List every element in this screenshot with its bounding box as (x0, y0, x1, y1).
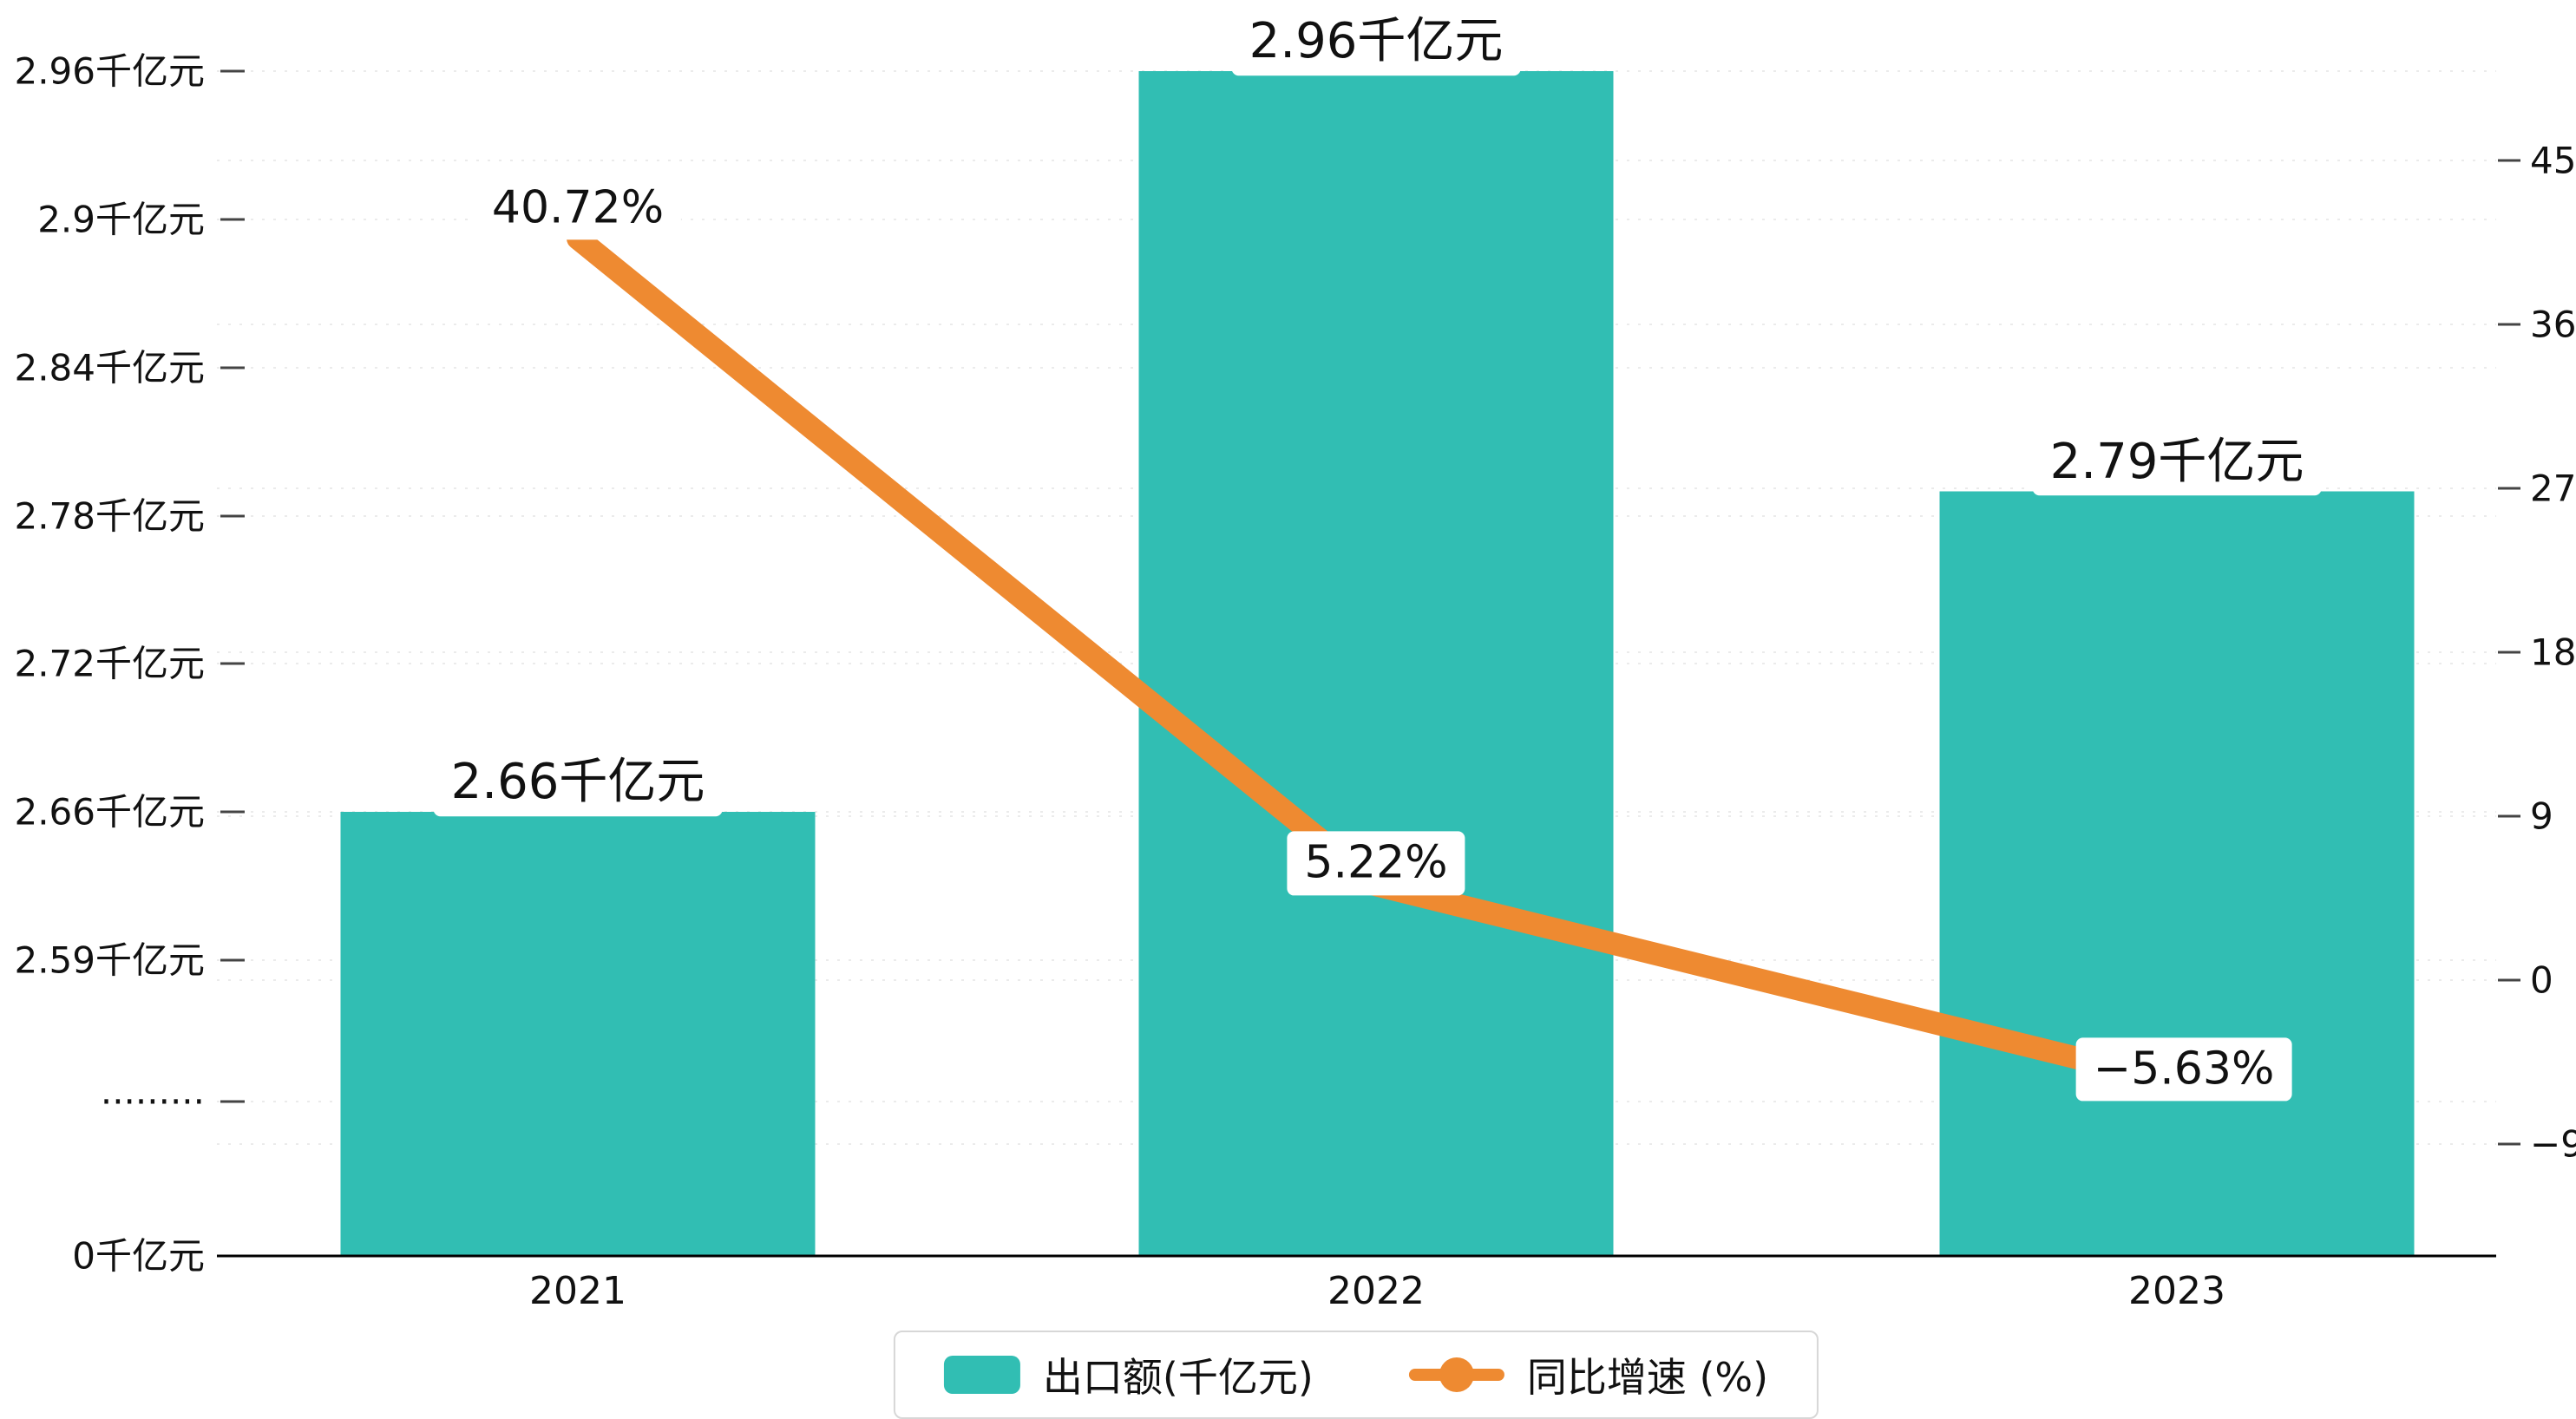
legend: 出口额(千亿元) 同比增速 (%) (893, 1331, 1819, 1419)
line-marker-dot-icon (1439, 1357, 1474, 1392)
right-axis-label: 0 (2530, 959, 2553, 1002)
right-axis-label: 18 (2530, 631, 2576, 674)
x-axis-label: 2023 (2128, 1269, 2225, 1313)
legend-label-growth-rate: 同比增速 (%) (1526, 1354, 1769, 1401)
left-axis-label: 2.59千亿元 (14, 939, 205, 982)
legend-item-export-amount[interactable]: 出口额(千亿元) (943, 1346, 1314, 1403)
legend-label-export-amount: 出口额(千亿元) (1042, 1354, 1314, 1401)
right-axis-label: 27 (2530, 468, 2576, 510)
right-axis-label: 9 (2530, 795, 2553, 838)
bar-2021[interactable] (340, 812, 816, 1256)
left-axis-label: 2.84千亿元 (14, 347, 205, 389)
x-axis-label: 2022 (1327, 1269, 1425, 1313)
left-axis-label: 2.9千亿元 (37, 199, 205, 241)
right-axis-label: 45 (2530, 140, 2576, 182)
left-axis-label: 2.96千亿元 (14, 50, 205, 93)
x-axis-label: 2021 (529, 1269, 626, 1313)
left-axis-label: ········· (101, 1081, 205, 1123)
bar-2022[interactable] (1138, 71, 1614, 1256)
right-axis-label: 36 (2530, 304, 2576, 346)
line-series-marker-icon (1408, 1357, 1504, 1392)
bar-series-swatch-icon (943, 1356, 1020, 1394)
left-axis-label: 2.78千亿元 (14, 495, 205, 538)
left-axis-label: 0千亿元 (72, 1235, 205, 1278)
legend-item-growth-rate[interactable]: 同比增速 (%) (1408, 1346, 1769, 1403)
left-axis-label: 2.66千亿元 (14, 791, 205, 834)
bar-2023[interactable] (1939, 491, 2415, 1257)
right-axis-label: −9 (2530, 1123, 2576, 1166)
left-axis-label: 2.72千亿元 (14, 643, 205, 685)
